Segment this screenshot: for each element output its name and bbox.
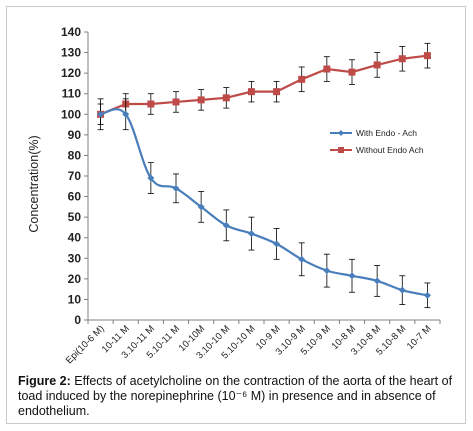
data-point — [423, 52, 431, 60]
data-point — [147, 174, 155, 182]
data-point — [172, 184, 180, 192]
legend-label: Without Endo Ach — [356, 145, 424, 155]
data-point — [348, 68, 356, 76]
y-tick-label: 60 — [68, 190, 82, 204]
legend-label: With Endo - Ach — [356, 128, 417, 138]
data-point — [222, 94, 230, 102]
y-tick-label: 70 — [68, 169, 82, 183]
y-tick-label: 10 — [68, 292, 82, 306]
x-tick-label: Epi(10-6 M) — [64, 323, 107, 366]
data-point — [423, 291, 431, 299]
data-point — [298, 255, 306, 263]
y-axis-label: Concentration(%) — [27, 135, 41, 232]
caption-text: Effects of acetylcholine on the contract… — [18, 374, 453, 418]
data-point — [247, 88, 255, 96]
y-tick-label: 90 — [68, 128, 82, 142]
y-tick-label: 130 — [61, 46, 81, 60]
y-tick-label: 140 — [61, 25, 81, 39]
caption-label: Figure 2: — [18, 374, 71, 388]
data-point — [273, 240, 281, 248]
legend-marker — [338, 130, 344, 136]
data-point — [373, 277, 381, 285]
chart-series — [97, 42, 431, 309]
y-tick-label: 50 — [68, 210, 82, 224]
data-point — [373, 61, 381, 69]
data-point — [122, 110, 130, 118]
series-with-endo — [97, 98, 431, 309]
data-point — [247, 230, 255, 238]
figure-frame — [6, 6, 466, 424]
data-point — [147, 100, 155, 108]
data-point — [398, 286, 406, 294]
figure-caption: Figure 2: Effects of acetylcholine on th… — [18, 374, 458, 419]
y-tick-labels: 0 10 20 30 40 50 60 70 80 90 100 110 120 130 140 — [61, 25, 81, 327]
data-point — [348, 272, 356, 280]
data-point — [323, 267, 331, 275]
data-point — [298, 75, 306, 83]
data-point — [222, 221, 230, 229]
y-tick-label: 110 — [62, 87, 82, 101]
data-point — [398, 55, 406, 63]
data-point — [197, 203, 205, 211]
series-without-endo — [97, 42, 431, 125]
y-tick-label: 80 — [68, 148, 82, 162]
data-point — [323, 65, 331, 73]
y-tick-label: 20 — [68, 272, 82, 286]
data-point — [273, 88, 281, 96]
line-chart: 0 10 20 30 40 50 60 70 80 90 100 110 120 130 140 Epi(1… — [27, 25, 441, 366]
x-tick-label: 10-7 M — [405, 323, 434, 352]
y-tick-label: 0 — [74, 313, 81, 327]
series-line — [100, 54, 428, 116]
data-point — [197, 96, 205, 104]
chart-axes — [84, 31, 441, 324]
data-point — [172, 98, 180, 106]
y-tick-label: 120 — [61, 66, 81, 80]
x-tick-labels: Epi(10-6 M)10-11 M3.10-11 M5.10-11 M10-1… — [64, 323, 434, 366]
y-tick-label: 30 — [68, 251, 82, 265]
y-tick-label: 40 — [68, 231, 82, 245]
y-tick-label: 100 — [61, 107, 81, 121]
chart-legend: With Endo - Ach Without Endo Ach — [330, 128, 424, 155]
data-point — [97, 110, 105, 118]
legend-marker — [338, 147, 344, 153]
